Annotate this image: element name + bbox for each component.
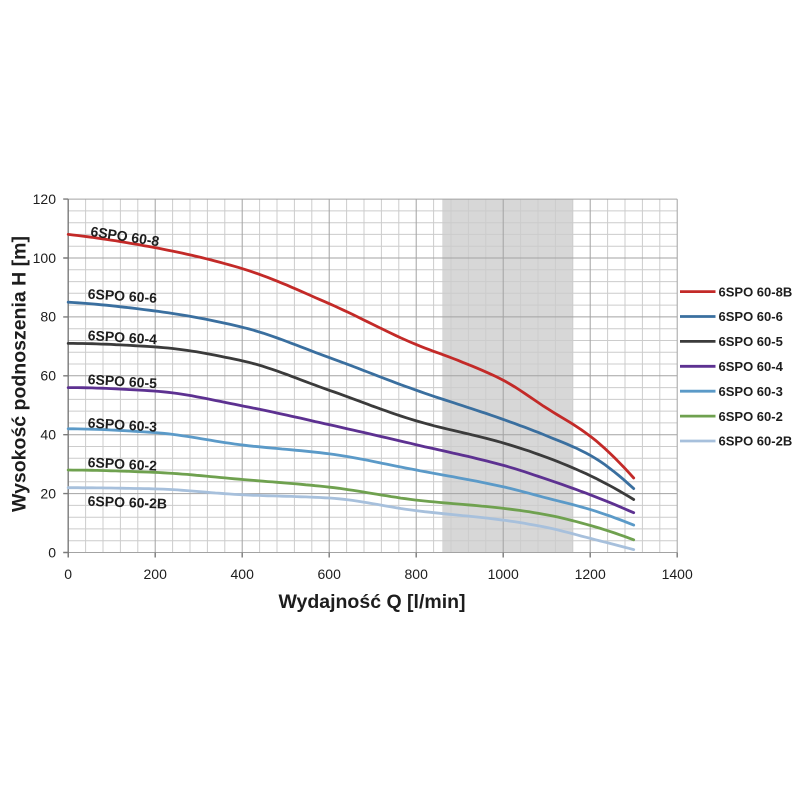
svg-text:Wysokość podnoszenia H [m]: Wysokość podnoszenia H [m] <box>9 236 31 512</box>
svg-text:0: 0 <box>48 544 56 560</box>
svg-text:1400: 1400 <box>662 566 693 582</box>
svg-text:1200: 1200 <box>575 566 606 582</box>
svg-text:80: 80 <box>40 309 56 325</box>
svg-text:400: 400 <box>231 566 255 582</box>
svg-text:6SPO 60-2: 6SPO 60-2 <box>87 454 157 474</box>
svg-text:100: 100 <box>33 250 57 266</box>
svg-text:0: 0 <box>64 566 72 582</box>
svg-text:60: 60 <box>40 368 56 384</box>
svg-text:Wydajność Q [l/min]: Wydajność Q [l/min] <box>278 591 465 613</box>
svg-text:6SPO 60-2B: 6SPO 60-2B <box>87 493 167 512</box>
svg-text:1000: 1000 <box>488 566 519 582</box>
svg-text:6SPO 60-6: 6SPO 60-6 <box>719 309 783 324</box>
svg-text:40: 40 <box>40 427 56 443</box>
svg-text:20: 20 <box>40 485 56 501</box>
svg-text:600: 600 <box>318 566 342 582</box>
svg-text:6SPO 60-3: 6SPO 60-3 <box>87 415 157 435</box>
svg-text:6SPO 60-5: 6SPO 60-5 <box>87 371 157 391</box>
svg-text:6SPO 60-2: 6SPO 60-2 <box>719 409 783 424</box>
svg-text:800: 800 <box>405 566 429 582</box>
svg-text:120: 120 <box>33 191 57 207</box>
svg-text:6SPO 60-4: 6SPO 60-4 <box>87 327 157 347</box>
svg-text:6SPO 60-3: 6SPO 60-3 <box>719 384 783 399</box>
svg-text:6SPO 60-6: 6SPO 60-6 <box>87 286 157 306</box>
svg-text:200: 200 <box>144 566 168 582</box>
svg-text:6SPO 60-2B: 6SPO 60-2B <box>719 434 793 449</box>
svg-text:6SPO 60-8B: 6SPO 60-8B <box>719 284 793 299</box>
svg-text:6SPO 60-4: 6SPO 60-4 <box>719 359 784 374</box>
svg-text:6SPO 60-5: 6SPO 60-5 <box>719 334 783 349</box>
